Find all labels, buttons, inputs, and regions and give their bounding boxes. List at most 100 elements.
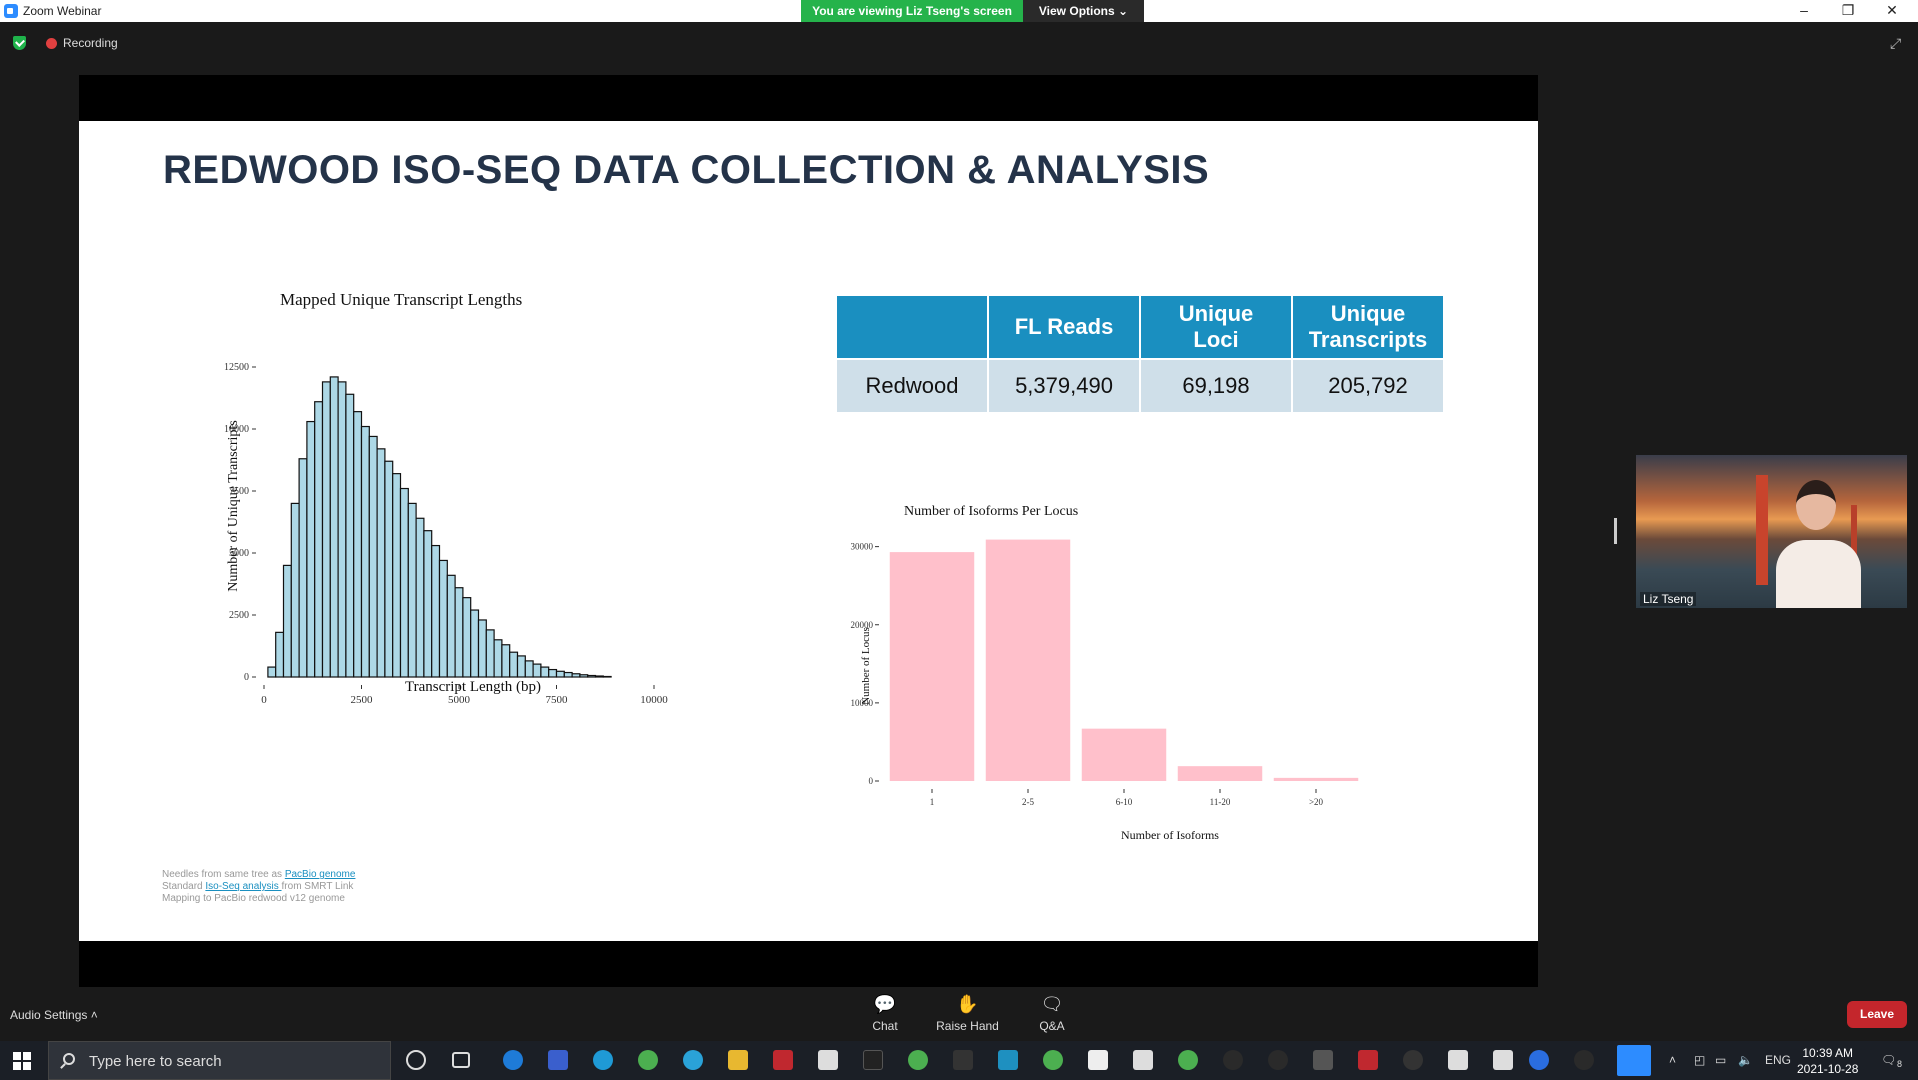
histogram-bar <box>524 660 534 678</box>
histogram-bar <box>548 668 558 678</box>
table-row: Redwood 5,379,490 69,198 205,792 <box>837 360 1443 412</box>
taskbar-search-box[interactable]: Type here to search <box>48 1041 391 1080</box>
github-icon[interactable] <box>1403 1050 1423 1070</box>
histogram-x-axis: 0 2500 5000 7500 10000 <box>261 685 668 706</box>
histogram-x-label: Transcript Length (bp) <box>405 679 541 695</box>
isoforms-bar <box>1177 766 1263 781</box>
panel-resize-handle[interactable] <box>1614 518 1617 544</box>
r-studio-icon[interactable] <box>1529 1050 1549 1070</box>
histogram-bars <box>267 376 612 678</box>
chrome-icon-3[interactable] <box>1043 1050 1063 1070</box>
row-fl-reads: 5,379,490 <box>989 360 1139 412</box>
chrome-icon[interactable] <box>638 1050 658 1070</box>
histogram-y-tick-label: 12500 <box>224 362 249 373</box>
file-explorer-icon[interactable] <box>728 1050 748 1070</box>
histogram-bar <box>360 425 370 678</box>
app-icon-white[interactable] <box>1448 1050 1468 1070</box>
app-icon-gu[interactable] <box>953 1050 973 1070</box>
app-icon-doc[interactable] <box>818 1050 838 1070</box>
histogram-bar <box>384 460 394 678</box>
app-icon-blue[interactable] <box>998 1050 1018 1070</box>
table-header-fl-reads: FL Reads <box>989 296 1139 358</box>
histogram-bar <box>329 376 339 678</box>
globe-icon[interactable] <box>683 1050 703 1070</box>
zoom-taskbar-icon[interactable] <box>1617 1045 1651 1076</box>
app-icon-dark-3[interactable] <box>1574 1050 1594 1070</box>
windows-start-icon[interactable] <box>13 1052 31 1070</box>
histogram-bar <box>509 651 519 678</box>
table-header-row: FL Reads Unique Loci Unique Transcripts <box>837 296 1443 358</box>
encryption-shield-icon[interactable] <box>13 36 26 50</box>
window-titlebar: Zoom Webinar You are viewing Liz Tseng's… <box>0 0 1918 22</box>
language-indicator[interactable]: ENG <box>1765 1053 1792 1067</box>
notifications-icon[interactable]: 🗨 <box>1881 1053 1897 1067</box>
footnote-2-suffix: from SMRT Link <box>281 881 354 892</box>
pacbio-genome-link[interactable]: PacBio genome <box>284 869 356 880</box>
redwood-stats-table: FL Reads Unique Loci Unique Transcripts Re… <box>835 294 1445 414</box>
header-unique-transcripts-line1: Unique <box>1330 301 1406 326</box>
histogram-bar <box>477 619 487 678</box>
isoforms-chart-title: Number of Isoforms Per Locus <box>904 504 1078 519</box>
isoforms-x-tick-label: 11-20 <box>1210 797 1231 807</box>
histogram-bar <box>470 609 480 678</box>
app-icon-notes-2[interactable] <box>1493 1050 1513 1070</box>
taskbar-clock[interactable]: 10:39 AM 2021-10-28 <box>1797 1045 1858 1077</box>
table-header-unique-transcripts: Unique Transcripts <box>1293 296 1443 358</box>
minimize-button[interactable]: – <box>1800 2 1808 18</box>
qa-icon: 🗨 <box>1040 994 1064 1014</box>
header-unique-loci-line1: Unique <box>1178 301 1254 326</box>
view-options-button[interactable]: View Options ⌄ <box>1023 0 1144 22</box>
app-icon-notes[interactable] <box>1133 1050 1153 1070</box>
isoforms-y-tick-label: 10000 <box>851 698 874 708</box>
app-icon-w[interactable] <box>1088 1050 1108 1070</box>
leave-button[interactable]: Leave <box>1847 1001 1907 1028</box>
word-w-icon[interactable] <box>1313 1050 1333 1070</box>
network-icon[interactable]: ▭ <box>1715 1053 1727 1067</box>
histogram-bar <box>415 517 425 678</box>
cortana-icon[interactable] <box>406 1050 426 1070</box>
app-icon-red-2[interactable] <box>1358 1050 1378 1070</box>
app-icon-red[interactable] <box>773 1050 793 1070</box>
participant-avatar <box>1776 475 1861 608</box>
histogram-bar <box>392 473 402 678</box>
volume-icon[interactable]: 🔈 <box>1738 1053 1753 1067</box>
isoforms-bar <box>1081 728 1167 781</box>
footnote-2-text: Standard <box>162 881 206 892</box>
raise-hand-button[interactable]: ✋ Raise Hand <box>935 993 1000 1033</box>
notification-count: 8 <box>1897 1059 1903 1069</box>
meeting-controls-bar: Audio Settings ˄ 💬 Chat ✋ Raise Hand 🗨 Q… <box>0 987 1918 1041</box>
chat-button[interactable]: 💬 Chat <box>870 993 900 1033</box>
fullscreen-icon[interactable]: ⤢ <box>1890 35 1902 51</box>
task-view-icon[interactable] <box>452 1052 470 1068</box>
chrome-icon-2[interactable] <box>908 1050 928 1070</box>
graduation-cap-icon[interactable] <box>863 1050 883 1070</box>
viewing-screen-banner: You are viewing Liz Tseng's screen <box>801 0 1023 22</box>
recording-icon <box>46 38 57 49</box>
histogram-bar <box>267 666 277 678</box>
app-icon-calendar[interactable] <box>548 1050 568 1070</box>
histogram-bar <box>571 673 581 678</box>
participant-body <box>1776 540 1861 608</box>
app-icon-dark-2[interactable] <box>1268 1050 1288 1070</box>
histogram-y-tick-label: 7500 <box>229 486 249 497</box>
app-icon-dark-1[interactable] <box>1223 1050 1243 1070</box>
audio-settings-button[interactable]: Audio Settings ˄ <box>10 1008 98 1022</box>
webcam-icon[interactable]: ◰ <box>1694 1053 1706 1067</box>
iso-seq-analysis-link[interactable]: Iso-Seq analysis <box>205 881 282 892</box>
app-title: Zoom Webinar <box>23 4 102 18</box>
qa-button[interactable]: 🗨 Q&A <box>1037 993 1067 1033</box>
close-button[interactable]: ✕ <box>1886 2 1898 18</box>
histogram-bar <box>353 411 363 678</box>
raise-hand-label: Raise Hand <box>936 1019 999 1033</box>
header-unique-transcripts-line2: Transcripts <box>1308 327 1428 352</box>
chevron-up-tray-icon[interactable]: ˄ <box>1669 1053 1677 1067</box>
histogram-bar <box>540 666 550 678</box>
chrome-icon-4[interactable] <box>1178 1050 1198 1070</box>
restore-button[interactable]: ❐ <box>1841 2 1855 18</box>
participant-video-tile[interactable]: Liz Tseng <box>1636 455 1907 608</box>
histogram-x-tick-label: 7500 <box>546 694 569 706</box>
participant-name: Liz Tseng <box>1640 592 1697 606</box>
internet-explorer-icon[interactable] <box>503 1050 523 1070</box>
row-label: Redwood <box>837 360 987 412</box>
edge-browser-icon[interactable] <box>593 1050 613 1070</box>
